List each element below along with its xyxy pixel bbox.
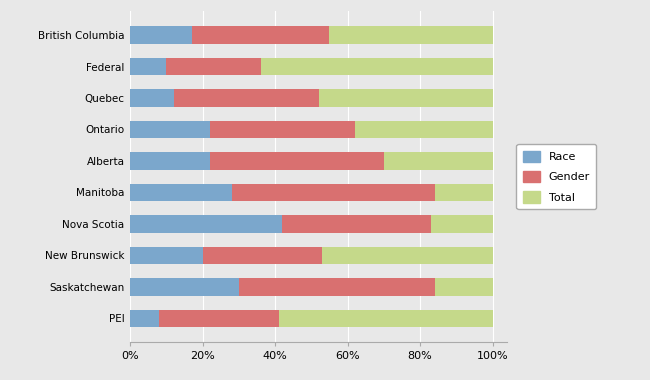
Bar: [203, 247, 322, 264]
Bar: [322, 247, 493, 264]
Bar: [130, 184, 231, 201]
Bar: [130, 27, 192, 44]
Legend: Race, Gender, Total: Race, Gender, Total: [516, 144, 597, 209]
Bar: [231, 184, 434, 201]
Bar: [239, 278, 434, 296]
Bar: [166, 58, 261, 75]
Bar: [192, 27, 330, 44]
Bar: [130, 215, 282, 233]
Bar: [355, 121, 493, 138]
Bar: [159, 310, 279, 327]
Bar: [130, 89, 174, 107]
Bar: [279, 310, 493, 327]
Bar: [330, 27, 493, 44]
Bar: [434, 278, 493, 296]
Bar: [130, 310, 159, 327]
Bar: [130, 58, 166, 75]
Bar: [130, 247, 203, 264]
Bar: [130, 121, 210, 138]
Bar: [130, 278, 239, 296]
Bar: [130, 152, 210, 169]
Bar: [318, 89, 493, 107]
Bar: [261, 58, 493, 75]
Bar: [431, 215, 493, 233]
Bar: [434, 184, 493, 201]
Bar: [174, 89, 318, 107]
Bar: [210, 152, 384, 169]
Bar: [282, 215, 431, 233]
Bar: [210, 121, 355, 138]
Bar: [384, 152, 493, 169]
